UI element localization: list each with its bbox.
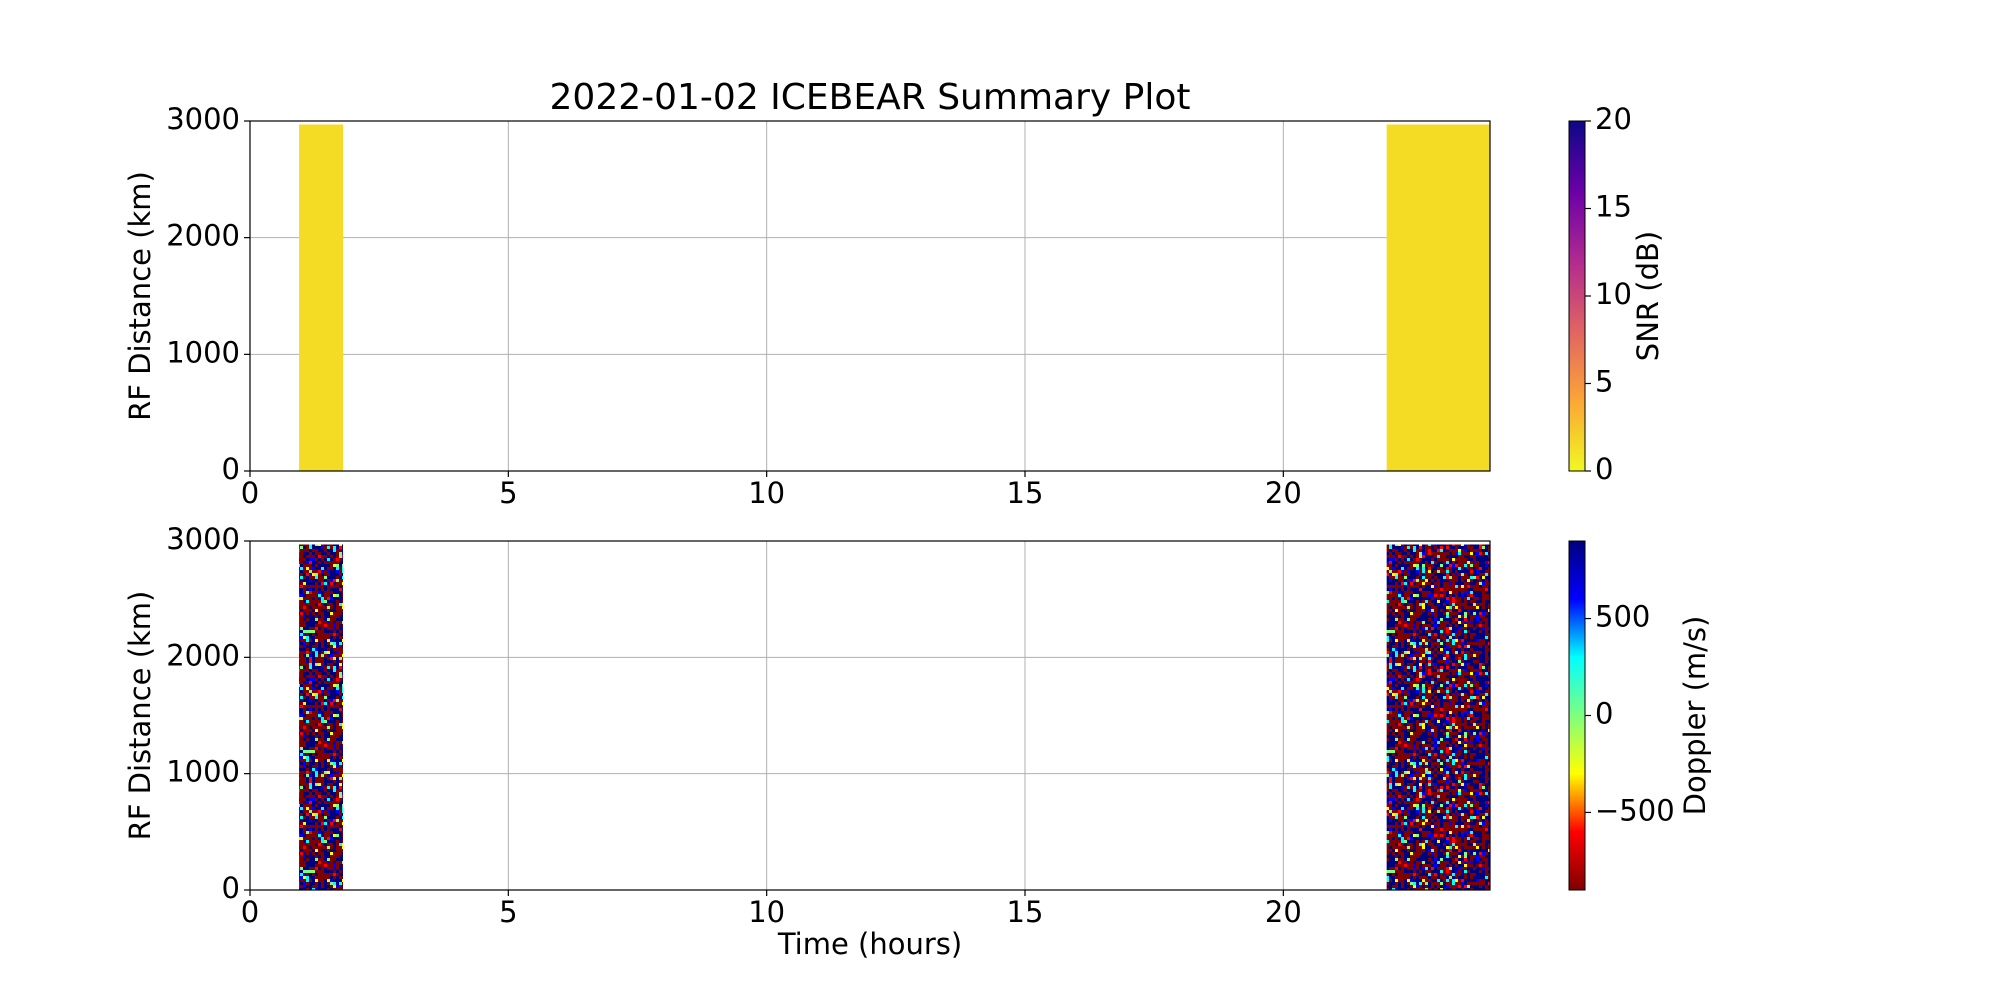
- x-tick-label: 20: [1265, 476, 1302, 510]
- colorbar-tick-label: 0: [1595, 452, 1613, 486]
- colorbar-label: Doppler (m/s): [1678, 616, 1712, 816]
- data-block: [299, 544, 343, 890]
- x-tick-label: 10: [748, 476, 785, 510]
- y-axis-label: RF Distance (km): [123, 591, 157, 841]
- y-tick-label: 0: [222, 452, 240, 486]
- x-tick-label: 0: [241, 476, 259, 510]
- colorbar-tick-label: 0: [1595, 697, 1613, 731]
- colorbar-tick-label: 5: [1595, 365, 1613, 399]
- colorbar-tick-label: 15: [1595, 190, 1632, 224]
- colorbar: [1569, 121, 1585, 471]
- y-tick-label: 1000: [166, 335, 240, 369]
- x-tick-label: 15: [1007, 895, 1044, 929]
- y-tick-label: 3000: [166, 522, 240, 556]
- y-axis-label: RF Distance (km): [123, 171, 157, 421]
- data-block: [1387, 125, 1490, 472]
- colorbar-tick-label: 500: [1595, 600, 1650, 634]
- y-tick-label: 1000: [166, 755, 240, 789]
- x-axis-label: Time (hours): [777, 927, 962, 961]
- figure: 0 5 10 15 2001000200030002022-01-02 ICEBEAR …: [0, 0, 2000, 1000]
- y-tick-label: 0: [222, 871, 240, 905]
- y-tick-label: 2000: [166, 219, 240, 253]
- y-tick-label: 2000: [166, 638, 240, 672]
- colorbar-tick-label: 20: [1595, 102, 1632, 136]
- chart-title: 2022-01-02 ICEBEAR Summary Plot: [550, 77, 1191, 118]
- colorbar-label: SNR (dB): [1631, 231, 1665, 361]
- x-tick-label: 5: [499, 895, 517, 929]
- plot-frame: [250, 121, 1490, 471]
- data-block: [299, 125, 343, 472]
- x-tick-label: 0: [241, 895, 259, 929]
- x-tick-label: 10: [748, 895, 785, 929]
- x-tick-label: 5: [499, 476, 517, 510]
- colorbar: [1569, 541, 1585, 890]
- x-tick-label: 20: [1265, 895, 1302, 929]
- colorbar-tick-label: −500: [1595, 793, 1675, 827]
- plot-frame: [250, 541, 1490, 890]
- data-block: [1387, 544, 1490, 890]
- x-tick-label: 15: [1007, 476, 1044, 510]
- colorbar-tick-label: 10: [1595, 277, 1632, 311]
- y-tick-label: 3000: [166, 102, 240, 136]
